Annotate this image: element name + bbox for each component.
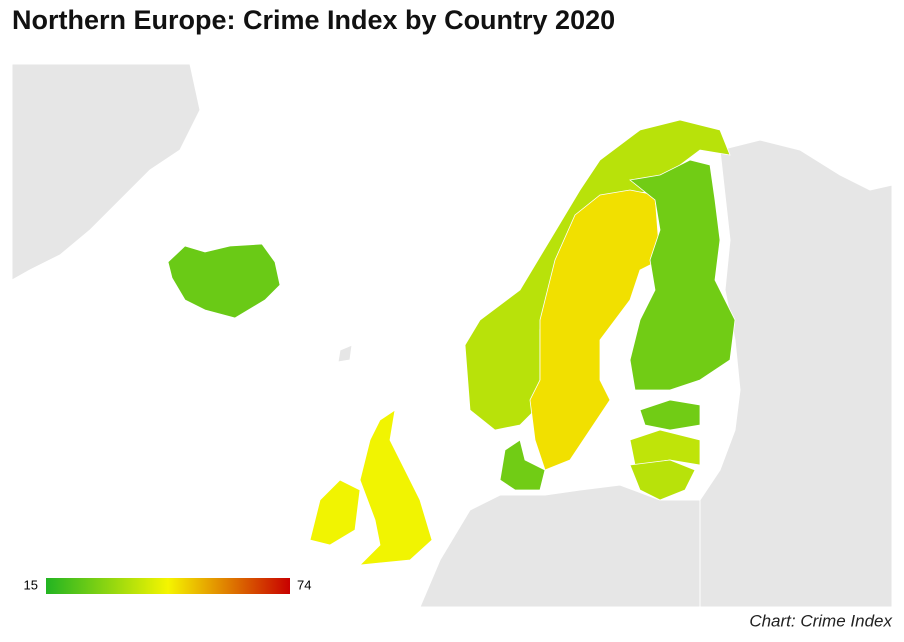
countries — [167, 119, 736, 566]
region — [358, 409, 433, 566]
region — [167, 243, 281, 319]
region — [629, 459, 696, 501]
source-note: Chart: Crime Index — [749, 611, 892, 630]
region — [629, 159, 736, 391]
legend: 15 74 — [24, 577, 311, 594]
region — [529, 189, 661, 471]
chart-title: Northern Europe: Crime Index by Country … — [12, 5, 615, 35]
region — [309, 479, 361, 546]
legend-max: 74 — [297, 577, 311, 592]
color-scale — [46, 578, 290, 594]
region — [639, 399, 701, 431]
region — [499, 439, 546, 491]
base-map — [11, 63, 893, 608]
region — [629, 429, 701, 466]
legend-min: 15 — [24, 577, 38, 592]
